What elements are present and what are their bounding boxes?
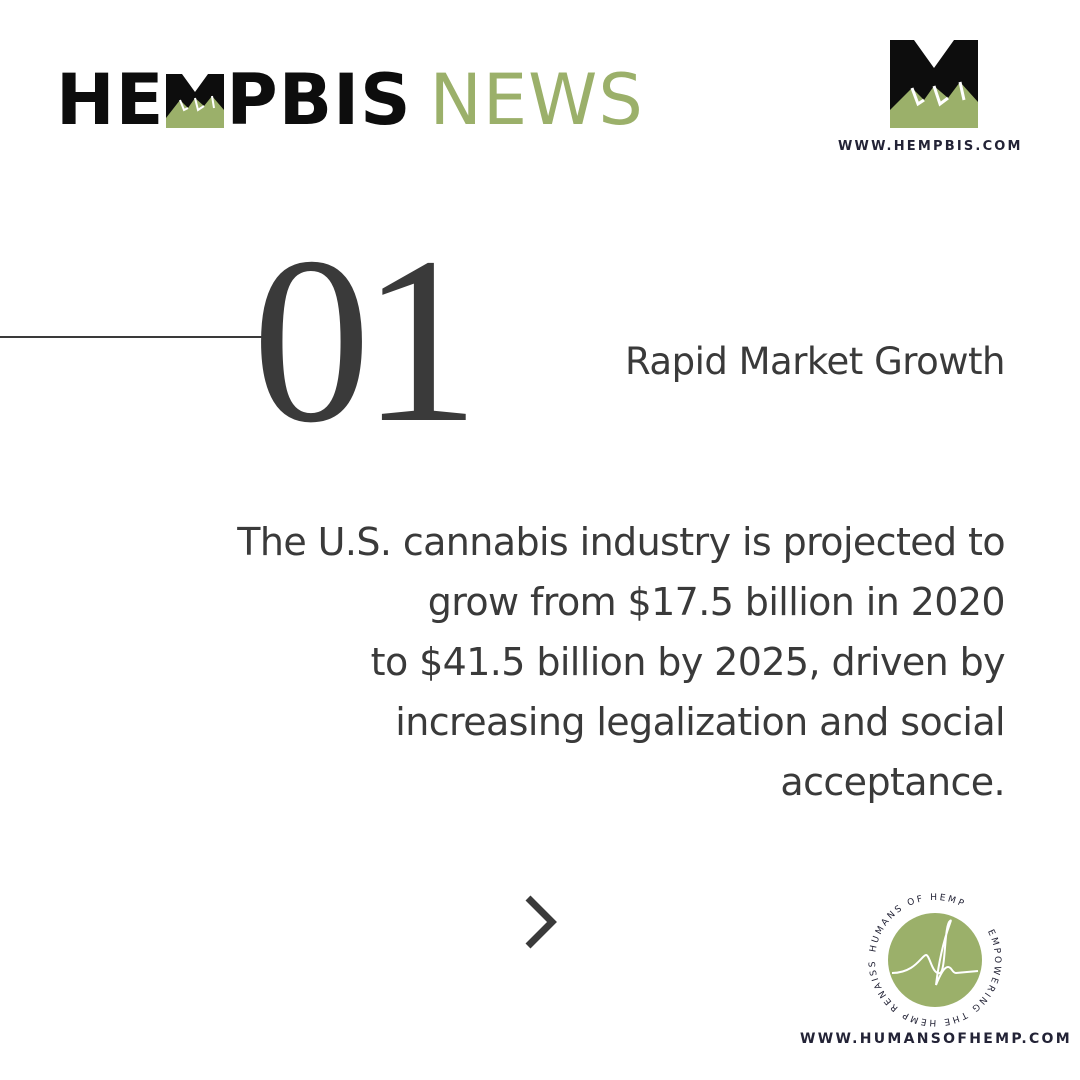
h-script-icon: [891, 919, 979, 986]
slide-number: 01: [252, 209, 480, 472]
body-line: acceptance.: [780, 760, 1005, 804]
body-line: increasing legalization and social: [395, 700, 1005, 744]
humans-of-hemp-badge: HUMANS OF HEMP EMPOWERING THE HEMP RENAI…: [860, 885, 1000, 1027]
mountain-m-icon: [166, 74, 225, 128]
slide-title: Rapid Market Growth: [625, 340, 1005, 383]
hempbis-url-link[interactable]: WWW.HEMPBIS.COM: [838, 139, 1023, 154]
brand-text-pbis: PBIS: [226, 59, 412, 141]
body-line: The U.S. cannabis industry is projected …: [237, 520, 1005, 564]
body-line: grow from $17.5 billion in 2020: [427, 580, 1006, 624]
slide-body-text: The U.S. cannabis industry is projected …: [105, 512, 1005, 812]
body-line: to $41.5 billion by 2025, driven by: [370, 640, 1006, 684]
brand-text-he: HE: [56, 59, 165, 141]
humansofhemp-url-link[interactable]: WWW.HUMANSOFHEMP.COM: [800, 1031, 1072, 1047]
chevron-right-icon[interactable]: [520, 894, 560, 950]
hempbis-news-logo: HE PBIS NEWS: [56, 64, 644, 136]
divider-line: [0, 336, 264, 338]
hempbis-m-logo-icon: [890, 40, 978, 128]
brand-text-news: NEWS: [429, 59, 644, 141]
